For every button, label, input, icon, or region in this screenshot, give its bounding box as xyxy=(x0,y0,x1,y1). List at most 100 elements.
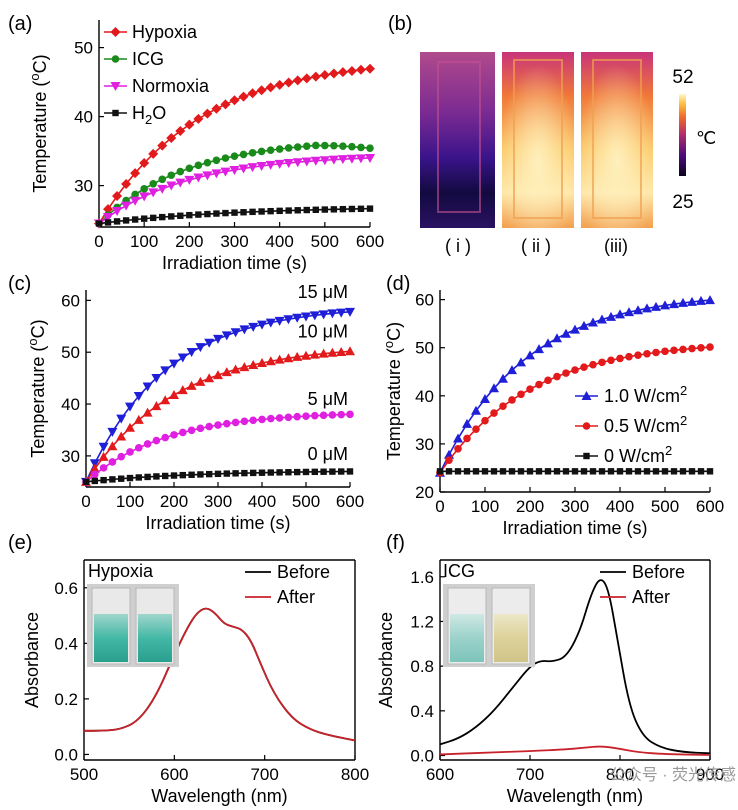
data-point-red xyxy=(265,82,276,93)
data-point-red xyxy=(365,63,375,74)
data-point-black xyxy=(214,470,222,478)
data-point-red xyxy=(195,376,206,386)
data-point-black xyxy=(240,209,247,216)
cuvette-e-after-liquid xyxy=(138,614,172,662)
panel-label-c: (c) xyxy=(8,273,31,295)
data-point-green xyxy=(158,175,167,184)
x-tick-label: 600 xyxy=(426,765,454,784)
data-point-blue xyxy=(480,393,490,403)
data-point-red xyxy=(328,68,339,79)
data-point-black xyxy=(607,468,615,475)
data-point-black xyxy=(222,209,229,217)
cuvette-f-after-liquid xyxy=(494,614,528,662)
data-point-blue xyxy=(642,303,652,313)
data-point-magenta xyxy=(91,470,99,479)
data-point-black xyxy=(186,211,193,219)
x-tick-label: 800 xyxy=(341,765,369,784)
data-point-red xyxy=(256,85,267,96)
y-tick-label: 40 xyxy=(415,387,434,406)
data-point-magenta xyxy=(223,419,231,428)
data-point-black xyxy=(661,468,669,475)
data-point-black xyxy=(312,206,319,213)
data-point-blue xyxy=(624,307,634,317)
data-point-magenta xyxy=(311,411,319,420)
data-point-black xyxy=(463,468,471,475)
caption-i: ( i ) xyxy=(445,236,471,256)
data-point-blue xyxy=(489,383,499,393)
legend-label: H2O xyxy=(132,103,166,127)
data-point-green xyxy=(348,142,356,151)
cuvette-photo-f xyxy=(443,584,535,667)
cuvette-outline-i xyxy=(437,61,481,213)
thermal-image-i xyxy=(420,52,495,228)
legend-marker xyxy=(583,452,590,460)
data-point-red xyxy=(160,395,171,405)
data-point-blue xyxy=(552,333,562,343)
data-point-magenta xyxy=(302,412,310,420)
data-point-magenta xyxy=(184,175,195,185)
series-label: 15 μM xyxy=(298,282,348,302)
data-point-black xyxy=(294,468,301,476)
data-point-magenta xyxy=(139,192,150,202)
data-point-green xyxy=(230,152,239,160)
data-point-red xyxy=(265,356,276,366)
data-point-black xyxy=(670,468,678,475)
data-point-black xyxy=(131,216,139,223)
data-point-red xyxy=(301,350,311,360)
data-point-blue xyxy=(633,305,643,315)
panel-label-d: (d) xyxy=(386,273,410,295)
data-point-black xyxy=(258,208,265,215)
data-point-red xyxy=(125,422,135,432)
data-point-blue xyxy=(142,382,153,392)
data-point-red xyxy=(345,346,355,356)
data-point-magenta xyxy=(166,181,177,191)
data-point-black xyxy=(688,468,696,475)
chart-c: 0 100 200 300 400 500 600 30 40 50 60 Irradiation t… xyxy=(25,282,364,533)
data-point-red xyxy=(337,67,348,78)
data-point-red xyxy=(274,79,285,90)
data-point-red xyxy=(175,126,186,137)
legend-label: Before xyxy=(277,562,330,582)
data-point-red xyxy=(283,353,294,363)
data-point-black xyxy=(104,219,112,226)
legend-marker xyxy=(110,82,121,91)
data-point-blue xyxy=(471,405,481,415)
data-point-magenta xyxy=(337,155,348,165)
data-point-black xyxy=(113,218,121,225)
colorbar xyxy=(679,94,686,176)
data-point-magenta xyxy=(126,448,134,456)
x-tick-label: 0 xyxy=(94,232,103,251)
data-point-blue xyxy=(597,314,607,324)
data-point-magenta xyxy=(135,443,143,452)
data-point-green xyxy=(239,150,248,159)
spectrum-after xyxy=(84,607,356,742)
data-point-green xyxy=(284,144,293,152)
data-point-red xyxy=(535,380,543,389)
legend-marker xyxy=(112,109,119,117)
data-point-black xyxy=(250,469,257,477)
x-axis-title: Irradiation time (s) xyxy=(145,513,290,533)
thermal-glow-ii xyxy=(502,52,574,228)
data-point-black xyxy=(652,468,660,475)
data-point-red xyxy=(643,349,651,358)
inset-label-e: Hypoxia xyxy=(88,561,154,581)
y-tick-label: 30 xyxy=(415,435,434,454)
panel-label-f: (f) xyxy=(386,532,405,554)
data-point-magenta xyxy=(292,158,303,168)
data-point-black xyxy=(267,469,274,476)
data-point-red xyxy=(318,348,329,358)
data-point-black xyxy=(249,208,256,216)
data-point-magenta xyxy=(365,153,375,163)
data-point-blue xyxy=(534,344,544,354)
data-point-black xyxy=(526,468,534,475)
y-tick-label: 0.0 xyxy=(54,745,78,764)
data-point-blue xyxy=(453,433,463,443)
data-point-red xyxy=(571,366,579,374)
data-point-black xyxy=(472,468,480,475)
data-point-magenta xyxy=(238,164,249,174)
data-point-black xyxy=(204,210,211,218)
data-point-green xyxy=(357,143,365,152)
data-point-magenta xyxy=(247,163,258,173)
data-point-magenta xyxy=(108,458,117,466)
data-point-black xyxy=(140,215,148,222)
